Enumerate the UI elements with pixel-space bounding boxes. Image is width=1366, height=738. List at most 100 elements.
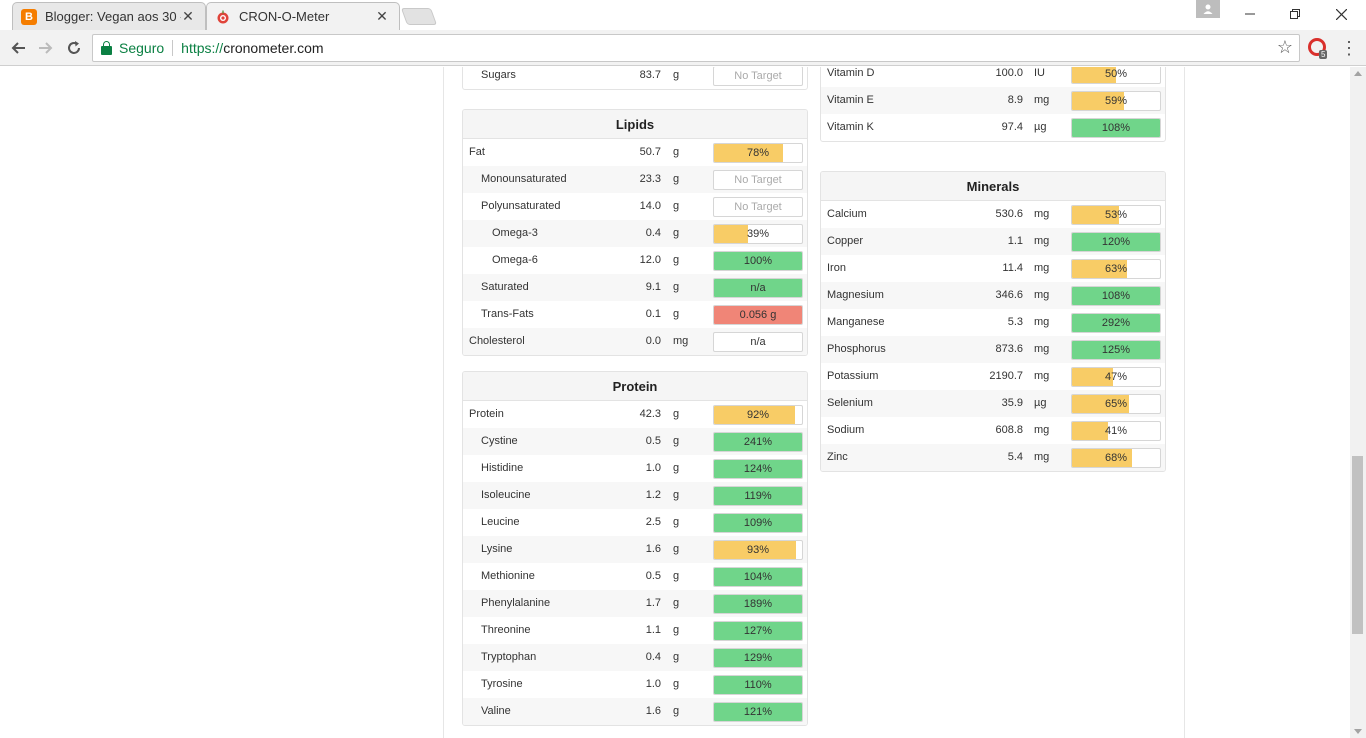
nutrient-name: Valine <box>481 705 511 717</box>
nutrient-row-sodium[interactable]: Sodium 608.8 mg 41% <box>821 417 1165 444</box>
nutrient-row-copper[interactable]: Copper 1.1 mg 120% <box>821 228 1165 255</box>
tab-title: CRON-O-Meter <box>239 9 330 24</box>
panel-title: Minerals <box>821 172 1165 201</box>
nutrient-row-fat[interactable]: Fat 50.7 g 78% <box>463 139 807 166</box>
nutrient-row-lysine[interactable]: Lysine 1.6 g 93% <box>463 536 807 563</box>
browser-toolbar: Seguro https://cronometer.com ☆ 5 ⋮ <box>0 30 1366 66</box>
nutrient-row-protein[interactable]: Protein 42.3 g 92% <box>463 401 807 428</box>
progress-fill <box>1072 368 1114 386</box>
nutrient-row-cholesterol[interactable]: Cholesterol 0.0 mg n/a <box>463 328 807 355</box>
nutrient-unit: mg <box>1034 451 1050 463</box>
progress-fill <box>1072 233 1160 251</box>
progress-label: 129% <box>743 652 773 664</box>
nutrient-row-magnesium[interactable]: Magnesium 346.6 mg 108% <box>821 282 1165 309</box>
nutrient-row-selenium[interactable]: Selenium 35.9 µg 65% <box>821 390 1165 417</box>
nutrient-row-tyrosine[interactable]: Tyrosine 1.0 g 110% <box>463 671 807 698</box>
nutrient-row-methionine[interactable]: Methionine 0.5 g 104% <box>463 563 807 590</box>
progress-label: 68% <box>1104 452 1128 464</box>
tab-blogger[interactable]: B Blogger: Vegan aos 30 - ✕ <box>12 2 206 30</box>
progress-label: 119% <box>744 490 772 502</box>
close-icon[interactable]: ✕ <box>376 8 388 24</box>
restore-button[interactable] <box>1272 0 1318 28</box>
address-bar[interactable]: Seguro https://cronometer.com ☆ <box>92 34 1300 62</box>
new-tab-button[interactable] <box>400 8 438 25</box>
minimize-button[interactable] <box>1227 0 1273 28</box>
profile-icon[interactable] <box>1196 0 1220 18</box>
nutrient-row-vitamin-k[interactable]: Vitamin K 97.4 µg 108% <box>821 114 1165 141</box>
page-scrollbar[interactable] <box>1350 67 1366 738</box>
close-window-button[interactable] <box>1318 0 1364 28</box>
nutrient-amount: 346.6 <box>995 289 1023 301</box>
target-progress-bar: 110% <box>713 675 803 695</box>
nutrient-amount: 1.2 <box>645 489 661 501</box>
nutrient-row-isoleucine[interactable]: Isoleucine 1.2 g 119% <box>463 482 807 509</box>
forward-button[interactable] <box>34 36 58 60</box>
scroll-up-icon[interactable] <box>1354 71 1362 76</box>
nutrient-row-omega-6[interactable]: Omega-6 12.0 g 100% <box>463 247 807 274</box>
scroll-down-icon[interactable] <box>1354 729 1362 734</box>
nutrient-row-polyunsaturated[interactable]: Polyunsaturated 14.0 g No Target <box>463 193 807 220</box>
back-button[interactable] <box>6 36 30 60</box>
nutrient-row-histidine[interactable]: Histidine 1.0 g 124% <box>463 455 807 482</box>
nutrient-unit: IU <box>1034 67 1045 79</box>
nutrient-row-iron[interactable]: Iron 11.4 mg 63% <box>821 255 1165 282</box>
opera-extension-icon[interactable] <box>1308 38 1326 56</box>
nutrient-amount: 1.6 <box>645 705 661 717</box>
nutrient-row-cystine[interactable]: Cystine 0.5 g 241% <box>463 428 807 455</box>
nutrient-row-threonine[interactable]: Threonine 1.1 g 127% <box>463 617 807 644</box>
progress-label: 127% <box>743 625 773 637</box>
nutrient-amount: 1.6 <box>645 543 661 555</box>
target-progress-bar: No Target <box>713 197 803 217</box>
nutrient-amount: 0.1 <box>645 308 661 320</box>
nutrient-unit: mg <box>673 335 689 347</box>
nutrient-unit: g <box>673 651 680 663</box>
nutrient-name: Sugars <box>481 69 516 81</box>
nutrient-amount: 100.0 <box>995 67 1023 79</box>
progress-fill <box>714 252 802 270</box>
target-progress-bar: No Target <box>713 170 803 190</box>
nutrient-unit: g <box>673 516 680 528</box>
nutrient-row-omega-3[interactable]: Omega-3 0.4 g 39% <box>463 220 807 247</box>
nutrient-name: Phenylalanine <box>481 597 551 609</box>
nutrient-row-manganese[interactable]: Manganese 5.3 mg 292% <box>821 309 1165 336</box>
nutrient-row-vitamin-d[interactable]: Vitamin D 100.0 IU 50% <box>821 67 1165 87</box>
nutrient-name: Vitamin E <box>827 94 874 106</box>
bookmark-star-icon[interactable]: ☆ <box>1276 37 1293 57</box>
nutrient-row-potassium[interactable]: Potassium 2190.7 mg 47% <box>821 363 1165 390</box>
nutrient-row-zinc[interactable]: Zinc 5.4 mg 68% <box>821 444 1165 471</box>
scrollbar-thumb[interactable] <box>1352 456 1363 634</box>
nutrient-amount: 8.9 <box>1007 94 1023 106</box>
menu-icon[interactable]: ⋮ <box>1340 38 1358 58</box>
nutrient-row-calcium[interactable]: Calcium 530.6 mg 53% <box>821 201 1165 228</box>
reload-button[interactable] <box>62 36 86 60</box>
progress-label: 110% <box>744 679 772 691</box>
target-progress-bar: 104% <box>713 567 803 587</box>
nutrient-row-monounsaturated[interactable]: Monounsaturated 23.3 g No Target <box>463 166 807 193</box>
nutrient-name: Trans-Fats <box>481 308 534 320</box>
close-icon[interactable]: ✕ <box>182 8 194 24</box>
target-progress-bar: 108% <box>1071 286 1161 306</box>
nutrient-row-leucine[interactable]: Leucine 2.5 g 109% <box>463 509 807 536</box>
tab-cronometer[interactable]: CRON-O-Meter ✕ <box>206 2 400 30</box>
nutrient-row-phosphorus[interactable]: Phosphorus 873.6 mg 125% <box>821 336 1165 363</box>
progress-label: n/a <box>750 336 766 348</box>
page-viewport: Sugars 83.7 g No Target Lipids Fat 50.7 g 78% M… <box>0 67 1350 738</box>
nutrient-row-tryptophan[interactable]: Tryptophan 0.4 g 129% <box>463 644 807 671</box>
nutrient-unit: g <box>673 570 680 582</box>
nutrient-row-saturated[interactable]: Saturated 9.1 g n/a <box>463 274 807 301</box>
progress-label: 125% <box>1101 344 1131 356</box>
nutrient-row-vitamin-e[interactable]: Vitamin E 8.9 mg 59% <box>821 87 1165 114</box>
progress-label: 120% <box>1101 236 1131 248</box>
nutrient-amount: 530.6 <box>995 208 1023 220</box>
nutrient-row-valine[interactable]: Valine 1.6 g 121% <box>463 698 807 725</box>
progress-fill <box>714 622 802 640</box>
nutrient-name: Tyrosine <box>481 678 523 690</box>
nutrient-unit: mg <box>1034 235 1050 247</box>
url-host: cronometer.com <box>223 40 324 56</box>
target-progress-bar: 189% <box>713 594 803 614</box>
nutrient-row-sugars[interactable]: Sugars 83.7 g No Target <box>463 67 807 89</box>
progress-label: 53% <box>1104 209 1128 221</box>
nutrient-row-trans-fats[interactable]: Trans-Fats 0.1 g 0.056 g <box>463 301 807 328</box>
nutrient-name: Polyunsaturated <box>481 200 561 212</box>
nutrient-row-phenylalanine[interactable]: Phenylalanine 1.7 g 189% <box>463 590 807 617</box>
